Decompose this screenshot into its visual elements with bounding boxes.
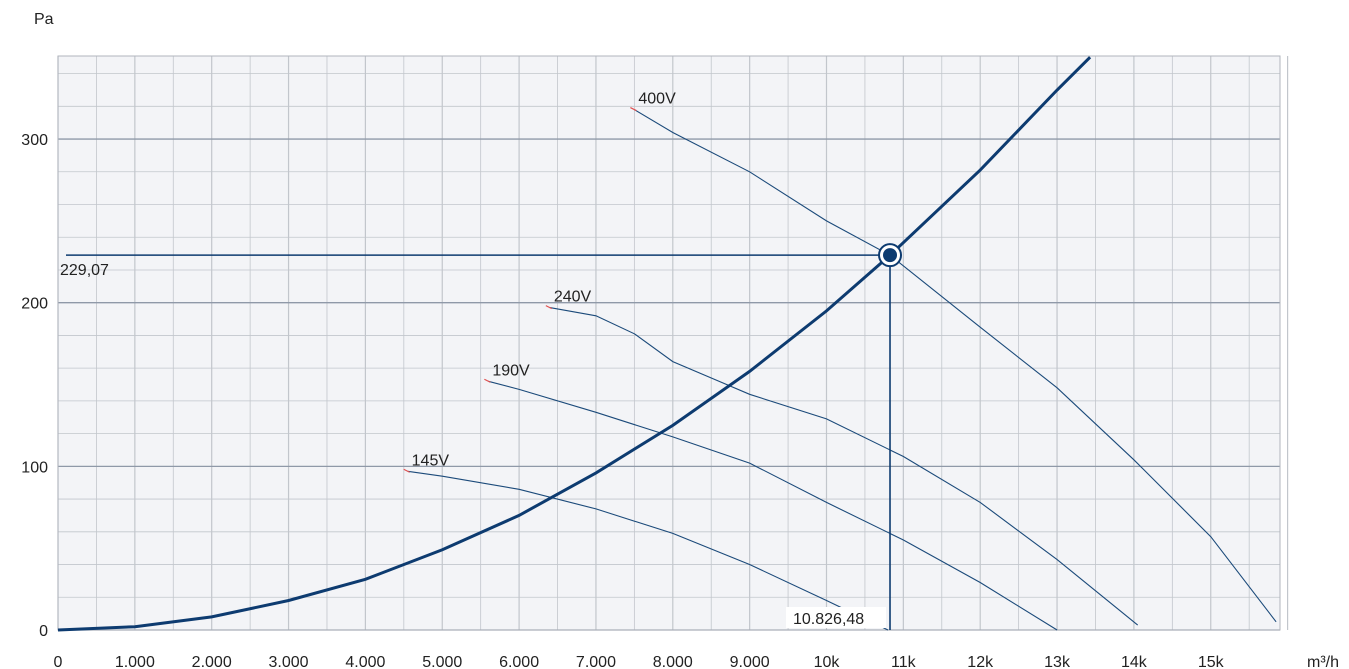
curve-label-marker — [403, 468, 410, 473]
curve-label-marker — [630, 107, 637, 112]
x-tick-label: 7.000 — [576, 654, 616, 669]
x-tick-label: 2.000 — [192, 654, 232, 669]
x-tick-label: 15k — [1198, 654, 1225, 669]
fan-curve-145V — [407, 470, 889, 631]
x-tick-label: 5.000 — [422, 654, 462, 669]
y-axis-ticks: 0 100 200 300 — [21, 132, 48, 640]
system-curve — [57, 56, 1092, 632]
y-tick-label: 200 — [21, 296, 48, 313]
x-tick-label: 0 — [54, 654, 63, 669]
fan-curves: 400V 240V 190V 145V — [403, 91, 1277, 631]
curve-label-marker — [545, 305, 553, 310]
x-tick-label: 10k — [814, 654, 841, 669]
fan-curve-400V — [634, 109, 1277, 623]
fan-curve-240V — [549, 307, 1139, 626]
fan-curve-190V — [488, 380, 1058, 631]
y-tick-label: 300 — [21, 132, 48, 149]
series-label: 400V — [638, 91, 676, 108]
x-tick-label: 1.000 — [115, 654, 155, 669]
series-label: 190V — [492, 362, 530, 379]
system-curve-line — [57, 56, 1092, 632]
plot-area — [58, 56, 1280, 630]
operating-point-x-label-bg — [786, 607, 886, 628]
x-tick-label: 6.000 — [499, 654, 539, 669]
operating-point-marker — [883, 248, 898, 263]
x-axis-label: m³/h — [1307, 654, 1339, 669]
x-tick-label: 4.000 — [345, 654, 385, 669]
series-label: 240V — [554, 289, 592, 306]
curve-label-marker — [484, 378, 491, 383]
y-tick-label: 100 — [21, 459, 48, 476]
y-tick-label: 0 — [39, 623, 48, 640]
x-tick-label: 13k — [1044, 654, 1071, 669]
y-axis-label: Pa — [34, 11, 54, 28]
x-tick-label: 14k — [1121, 654, 1148, 669]
x-axis-ticks: 0 1.000 2.000 3.000 4.000 5.000 6.000 7.000 8.00… — [54, 654, 1225, 669]
x-tick-label: 11k — [891, 654, 917, 669]
grid — [57, 55, 1289, 631]
plot-border — [57, 55, 1281, 631]
x-tick-label: 12k — [967, 654, 994, 669]
x-tick-label: 8.000 — [653, 654, 693, 669]
operating-point: 229,07 10.826,48 — [60, 243, 903, 630]
series-label: 145V — [412, 452, 450, 469]
operating-point-y-label: 229,07 — [60, 262, 109, 279]
x-tick-label: 9.000 — [730, 654, 770, 669]
x-tick-label: 3.000 — [269, 654, 309, 669]
operating-point-x-label: 10.826,48 — [793, 611, 864, 628]
